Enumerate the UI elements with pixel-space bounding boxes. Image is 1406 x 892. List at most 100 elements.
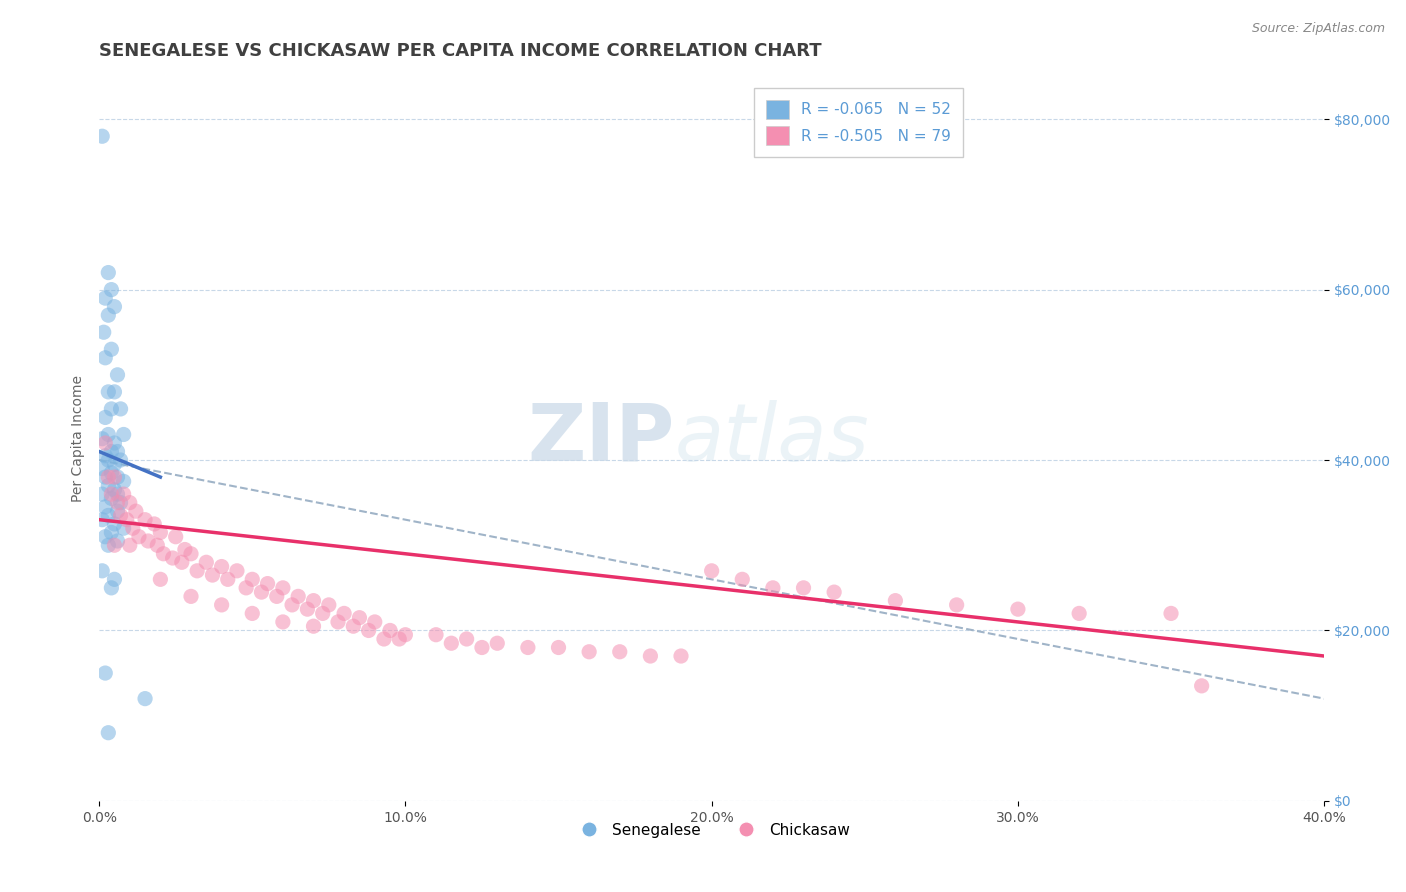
Point bbox=[297, 602, 319, 616]
Point bbox=[149, 572, 172, 586]
Point bbox=[250, 585, 273, 599]
Point bbox=[1007, 602, 1029, 616]
Point bbox=[388, 632, 411, 646]
Point bbox=[1160, 607, 1182, 621]
Point bbox=[333, 607, 356, 621]
Point bbox=[547, 640, 569, 655]
Point bbox=[125, 504, 148, 518]
Point bbox=[609, 645, 631, 659]
Point bbox=[94, 410, 117, 425]
Point bbox=[271, 615, 294, 629]
Point bbox=[211, 559, 233, 574]
Point bbox=[112, 521, 135, 535]
Text: atlas: atlas bbox=[675, 400, 870, 478]
Point bbox=[91, 487, 114, 501]
Point bbox=[287, 590, 309, 604]
Text: ZIP: ZIP bbox=[527, 400, 675, 478]
Point bbox=[394, 628, 416, 642]
Point bbox=[107, 368, 129, 382]
Point bbox=[94, 291, 117, 305]
Point bbox=[640, 648, 662, 663]
Point bbox=[425, 628, 447, 642]
Point bbox=[486, 636, 509, 650]
Point bbox=[97, 384, 120, 399]
Point bbox=[94, 449, 117, 463]
Point bbox=[94, 436, 117, 450]
Point bbox=[240, 607, 263, 621]
Point bbox=[211, 598, 233, 612]
Point bbox=[152, 547, 174, 561]
Point bbox=[112, 427, 135, 442]
Point bbox=[195, 555, 218, 569]
Point bbox=[136, 533, 159, 548]
Point bbox=[121, 521, 143, 535]
Point bbox=[762, 581, 785, 595]
Point bbox=[91, 513, 114, 527]
Point bbox=[201, 568, 224, 582]
Point bbox=[100, 283, 122, 297]
Point bbox=[100, 487, 122, 501]
Point bbox=[103, 572, 125, 586]
Point bbox=[94, 351, 117, 365]
Point bbox=[180, 547, 202, 561]
Point bbox=[149, 525, 172, 540]
Point bbox=[107, 504, 129, 518]
Point bbox=[97, 478, 120, 492]
Point bbox=[162, 551, 184, 566]
Point bbox=[281, 598, 304, 612]
Point bbox=[186, 564, 208, 578]
Point bbox=[173, 542, 195, 557]
Point bbox=[128, 530, 150, 544]
Point bbox=[97, 508, 120, 523]
Point bbox=[342, 619, 364, 633]
Point bbox=[107, 487, 129, 501]
Point bbox=[94, 666, 117, 681]
Point bbox=[357, 624, 380, 638]
Point bbox=[110, 453, 132, 467]
Point bbox=[440, 636, 463, 650]
Point bbox=[326, 615, 349, 629]
Point bbox=[97, 725, 120, 739]
Point bbox=[103, 300, 125, 314]
Point bbox=[100, 491, 122, 506]
Point bbox=[731, 572, 754, 586]
Point bbox=[97, 308, 120, 322]
Point bbox=[256, 576, 278, 591]
Point bbox=[110, 496, 132, 510]
Point bbox=[97, 538, 120, 552]
Point bbox=[107, 533, 129, 548]
Point bbox=[669, 648, 692, 663]
Point bbox=[1191, 679, 1213, 693]
Y-axis label: Per Capita Income: Per Capita Income bbox=[72, 376, 86, 502]
Point bbox=[302, 593, 325, 607]
Point bbox=[91, 129, 114, 144]
Point bbox=[235, 581, 257, 595]
Legend: Senegalese, Chickasaw: Senegalese, Chickasaw bbox=[567, 817, 856, 844]
Point bbox=[93, 325, 115, 339]
Point bbox=[143, 516, 166, 531]
Point bbox=[884, 593, 907, 607]
Point bbox=[91, 564, 114, 578]
Point bbox=[110, 508, 132, 523]
Point bbox=[100, 466, 122, 480]
Point bbox=[103, 436, 125, 450]
Point bbox=[97, 266, 120, 280]
Point bbox=[378, 624, 401, 638]
Point bbox=[134, 691, 156, 706]
Point bbox=[103, 538, 125, 552]
Point bbox=[91, 461, 114, 475]
Text: Source: ZipAtlas.com: Source: ZipAtlas.com bbox=[1251, 22, 1385, 36]
Point bbox=[318, 598, 340, 612]
Point bbox=[103, 483, 125, 497]
Text: SENEGALESE VS CHICKASAW PER CAPITA INCOME CORRELATION CHART: SENEGALESE VS CHICKASAW PER CAPITA INCOM… bbox=[100, 42, 821, 60]
Point bbox=[364, 615, 387, 629]
Point bbox=[103, 516, 125, 531]
Point bbox=[240, 572, 263, 586]
Point bbox=[700, 564, 723, 578]
Point bbox=[103, 470, 125, 484]
Point bbox=[165, 530, 187, 544]
Point bbox=[103, 384, 125, 399]
Point bbox=[100, 343, 122, 357]
Point bbox=[112, 475, 135, 489]
Point bbox=[226, 564, 249, 578]
